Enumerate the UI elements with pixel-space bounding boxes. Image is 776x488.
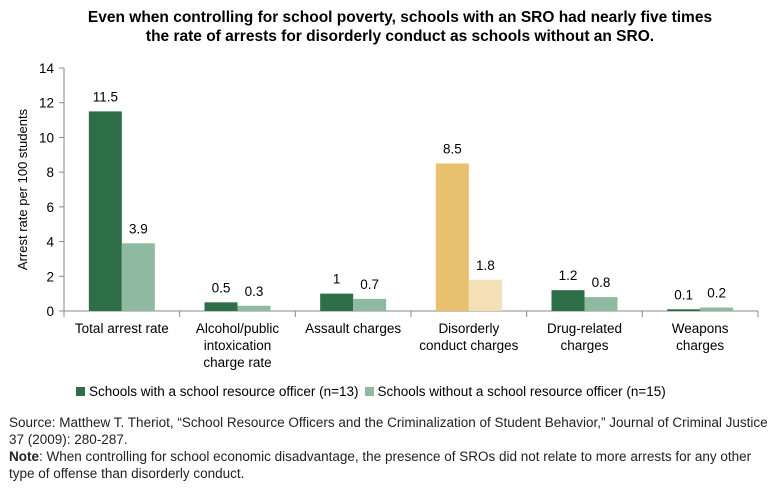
legend: Schools with a school resource officer (…	[76, 384, 672, 399]
bar-series-1	[121, 243, 155, 311]
bar-series-0	[551, 290, 585, 311]
data-label-series-1: 1.8	[476, 258, 495, 273]
legend-item-without-sro: Schools without a school resource office…	[364, 384, 666, 399]
legend-label-with-sro: Schools with a school resource officer (…	[89, 384, 359, 399]
y-tick-label: 8	[46, 165, 54, 180]
data-label-series-1: 3.9	[129, 221, 148, 236]
chart-footer: Source: Matthew T. Theriot, “School Reso…	[9, 414, 769, 482]
legend-label-without-sro: Schools without a school resource office…	[377, 384, 666, 399]
x-tick-label: Total arrest rate	[75, 321, 169, 336]
x-tick-label: charges	[560, 338, 608, 353]
x-tick-label: Drug-related	[547, 321, 622, 336]
legend-item-with-sro: Schools with a school resource officer (…	[76, 384, 359, 399]
note-label: Note	[9, 449, 39, 464]
bar-series-0	[204, 302, 238, 311]
data-label-series-0: 1.2	[559, 268, 578, 283]
data-label-series-1: 0.8	[592, 275, 611, 290]
bar-series-0	[435, 163, 469, 311]
data-label-series-1: 0.7	[360, 277, 379, 292]
legend-swatch-without-sro	[364, 387, 374, 396]
x-tick-label: Disorderly	[438, 321, 499, 336]
bar-series-1	[584, 297, 618, 311]
bar-series-1	[353, 298, 387, 311]
y-axis-label: Arrest rate per 100 students	[15, 108, 30, 270]
data-label-series-0: 11.5	[93, 89, 118, 104]
bar-chart: Arrest rate per 100 students 0 2 4 6 8 10 12 14 1…	[15, 61, 759, 370]
y-tick-label: 12	[39, 96, 54, 111]
x-tick-label: charges	[676, 338, 724, 353]
y-tick-label: 10	[39, 130, 54, 145]
bar-series-0	[667, 309, 701, 311]
x-tick-label: intoxication	[204, 338, 272, 353]
x-tick-label: Alcohol/public	[196, 321, 280, 336]
data-label-series-0: 0.5	[212, 280, 231, 295]
bar-series-1	[700, 307, 734, 311]
x-tick-label: conduct charges	[419, 338, 518, 353]
y-tick-label: 4	[46, 235, 54, 250]
data-label-series-1: 0.3	[245, 284, 264, 299]
note-text: : When controlling for school economic d…	[9, 449, 752, 481]
y-tick-label: 0	[46, 304, 54, 319]
y-tick-label: 2	[46, 269, 54, 284]
bar-series-0	[88, 111, 122, 312]
y-tick-label: 6	[46, 200, 54, 215]
bar-series-0	[320, 293, 354, 311]
bar-series-1	[237, 305, 271, 311]
data-label-series-0: 1	[333, 272, 341, 287]
data-label-series-0: 0.1	[674, 287, 693, 302]
note: Note: When controlling for school econom…	[9, 448, 769, 482]
bar-series-1	[468, 279, 502, 311]
x-tick-label: Assault charges	[305, 321, 401, 336]
x-tick-label: charge rate	[203, 355, 271, 370]
chart-title: Even when controlling for school poverty…	[87, 9, 713, 45]
x-tick-label: Weapons	[672, 321, 729, 336]
source-citation: Source: Matthew T. Theriot, “School Reso…	[9, 415, 768, 447]
data-label-series-0: 8.5	[443, 141, 462, 156]
data-label-series-1: 0.2	[707, 286, 726, 301]
y-tick-label: 14	[39, 61, 55, 76]
legend-swatch-with-sro	[76, 387, 85, 396]
